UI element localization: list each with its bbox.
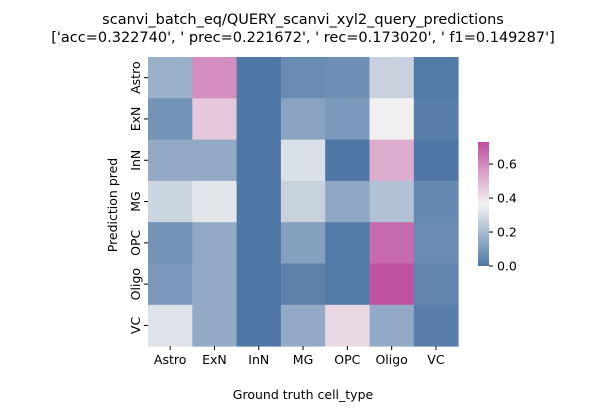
- x-axis: Astro ExN InN MG OPC Oligo VC: [154, 346, 445, 367]
- heatmap-cell-exn-exn: [192, 98, 238, 141]
- heatmap-cell-astro-exn: [192, 57, 238, 99]
- heatmap-cell-exn-vc: [413, 98, 459, 141]
- heatmap-cell-mg-exn: [192, 180, 238, 223]
- heatmap-cell-astro-astro: [148, 57, 193, 99]
- heatmap-cell-exn-oligo: [369, 98, 415, 141]
- x-tick-label: InN: [248, 352, 269, 367]
- heatmap-cell-vc-inn: [236, 304, 282, 347]
- y-tick-label: Oligo: [128, 268, 143, 300]
- heatmap-cell-astro-inn: [236, 57, 282, 99]
- heatmap-cell-inn-oligo: [369, 139, 415, 182]
- heatmap-cell-opc-mg: [280, 222, 326, 264]
- y-tick-label: InN: [128, 150, 143, 171]
- heatmap-cell-inn-inn: [236, 139, 282, 182]
- x-tick-label: Oligo: [375, 352, 407, 367]
- chart-title-line1: scanvi_batch_eq/QUERY_scanvi_xyl2_query_…: [102, 12, 504, 28]
- heatmap-cell-oligo-mg: [280, 263, 326, 306]
- heatmap-cell-astro-oligo: [369, 57, 415, 99]
- heatmap-cell-inn-astro: [148, 139, 193, 182]
- x-tick-label: Astro: [154, 352, 186, 367]
- colorbar-tick-label: 0.6: [497, 157, 517, 172]
- heatmap-cell-vc-astro: [148, 304, 193, 347]
- colorbar-tick-label: 0.2: [497, 225, 517, 240]
- x-axis-label: Ground truth cell_type: [233, 387, 374, 402]
- x-tick-label: VC: [427, 352, 445, 367]
- heatmap-cell-inn-opc: [325, 139, 370, 182]
- heatmap-cell-mg-inn: [236, 180, 282, 223]
- heatmap-cell-inn-vc: [413, 139, 459, 182]
- heatmap-cell-astro-opc: [325, 57, 370, 99]
- y-axis-label: Prediction pred: [105, 158, 120, 253]
- heatmap-cell-opc-opc: [325, 222, 370, 264]
- colorbar-gradient: [478, 142, 489, 266]
- y-tick-label: OPC: [128, 230, 143, 256]
- heatmap-cell-opc-astro: [148, 222, 193, 264]
- heatmap-cell-inn-mg: [280, 139, 326, 182]
- colorbar-tick-label: 0.0: [497, 259, 517, 274]
- heatmap-cell-opc-oligo: [369, 222, 415, 264]
- colorbar-tick-label: 0.4: [497, 191, 517, 206]
- heatmap-cell-vc-vc: [413, 304, 459, 347]
- y-axis: Astro ExN InN MG OPC Oligo VC: [128, 61, 148, 334]
- heatmap-cell-opc-inn: [236, 222, 282, 264]
- heatmap-cell-mg-vc: [413, 180, 459, 223]
- heatmap-cell-mg-mg: [280, 180, 326, 223]
- heatmap-cell-opc-exn: [192, 222, 238, 264]
- heatmap-cell-exn-inn: [236, 98, 282, 141]
- y-tick-label: Astro: [128, 61, 143, 93]
- chart-title-line2: ['acc=0.322740', ' prec=0.221672', ' rec…: [51, 30, 554, 46]
- heatmap-cell-mg-oligo: [369, 180, 415, 223]
- heatmap-cell-opc-vc: [413, 222, 459, 264]
- heatmap-cell-vc-mg: [280, 304, 326, 347]
- heatmap-cell-oligo-oligo: [369, 263, 415, 306]
- heatmap-cell-exn-opc: [325, 98, 370, 141]
- heatmap-cell-oligo-astro: [148, 263, 193, 306]
- heatmap-cell-mg-opc: [325, 180, 370, 223]
- heatmap-cell-oligo-exn: [192, 263, 238, 306]
- x-tick-label: MG: [293, 352, 313, 367]
- heatmap-cell-astro-vc: [413, 57, 459, 99]
- heatmap-cell-exn-astro: [148, 98, 193, 141]
- y-tick-label: MG: [128, 191, 143, 211]
- heatmap-cell-vc-oligo: [369, 304, 415, 347]
- y-tick-label: ExN: [128, 107, 143, 132]
- heatmap-cell-exn-mg: [280, 98, 326, 141]
- heatmap-cell-oligo-opc: [325, 263, 370, 306]
- colorbar: 0.0 0.2 0.4 0.6: [478, 142, 517, 274]
- heatmap-cell-oligo-vc: [413, 263, 459, 306]
- heatmap-cell-oligo-inn: [236, 263, 282, 306]
- heatmap-cells: [148, 57, 459, 347]
- y-tick-label: VC: [128, 317, 143, 335]
- heatmap-cell-inn-exn: [192, 139, 238, 182]
- heatmap-cell-mg-astro: [148, 180, 193, 223]
- heatmap-cell-astro-mg: [280, 57, 326, 99]
- x-tick-label: ExN: [202, 352, 227, 367]
- x-tick-label: OPC: [334, 352, 360, 367]
- heatmap-cell-vc-exn: [192, 304, 238, 347]
- heatmap-cell-vc-opc: [325, 304, 370, 347]
